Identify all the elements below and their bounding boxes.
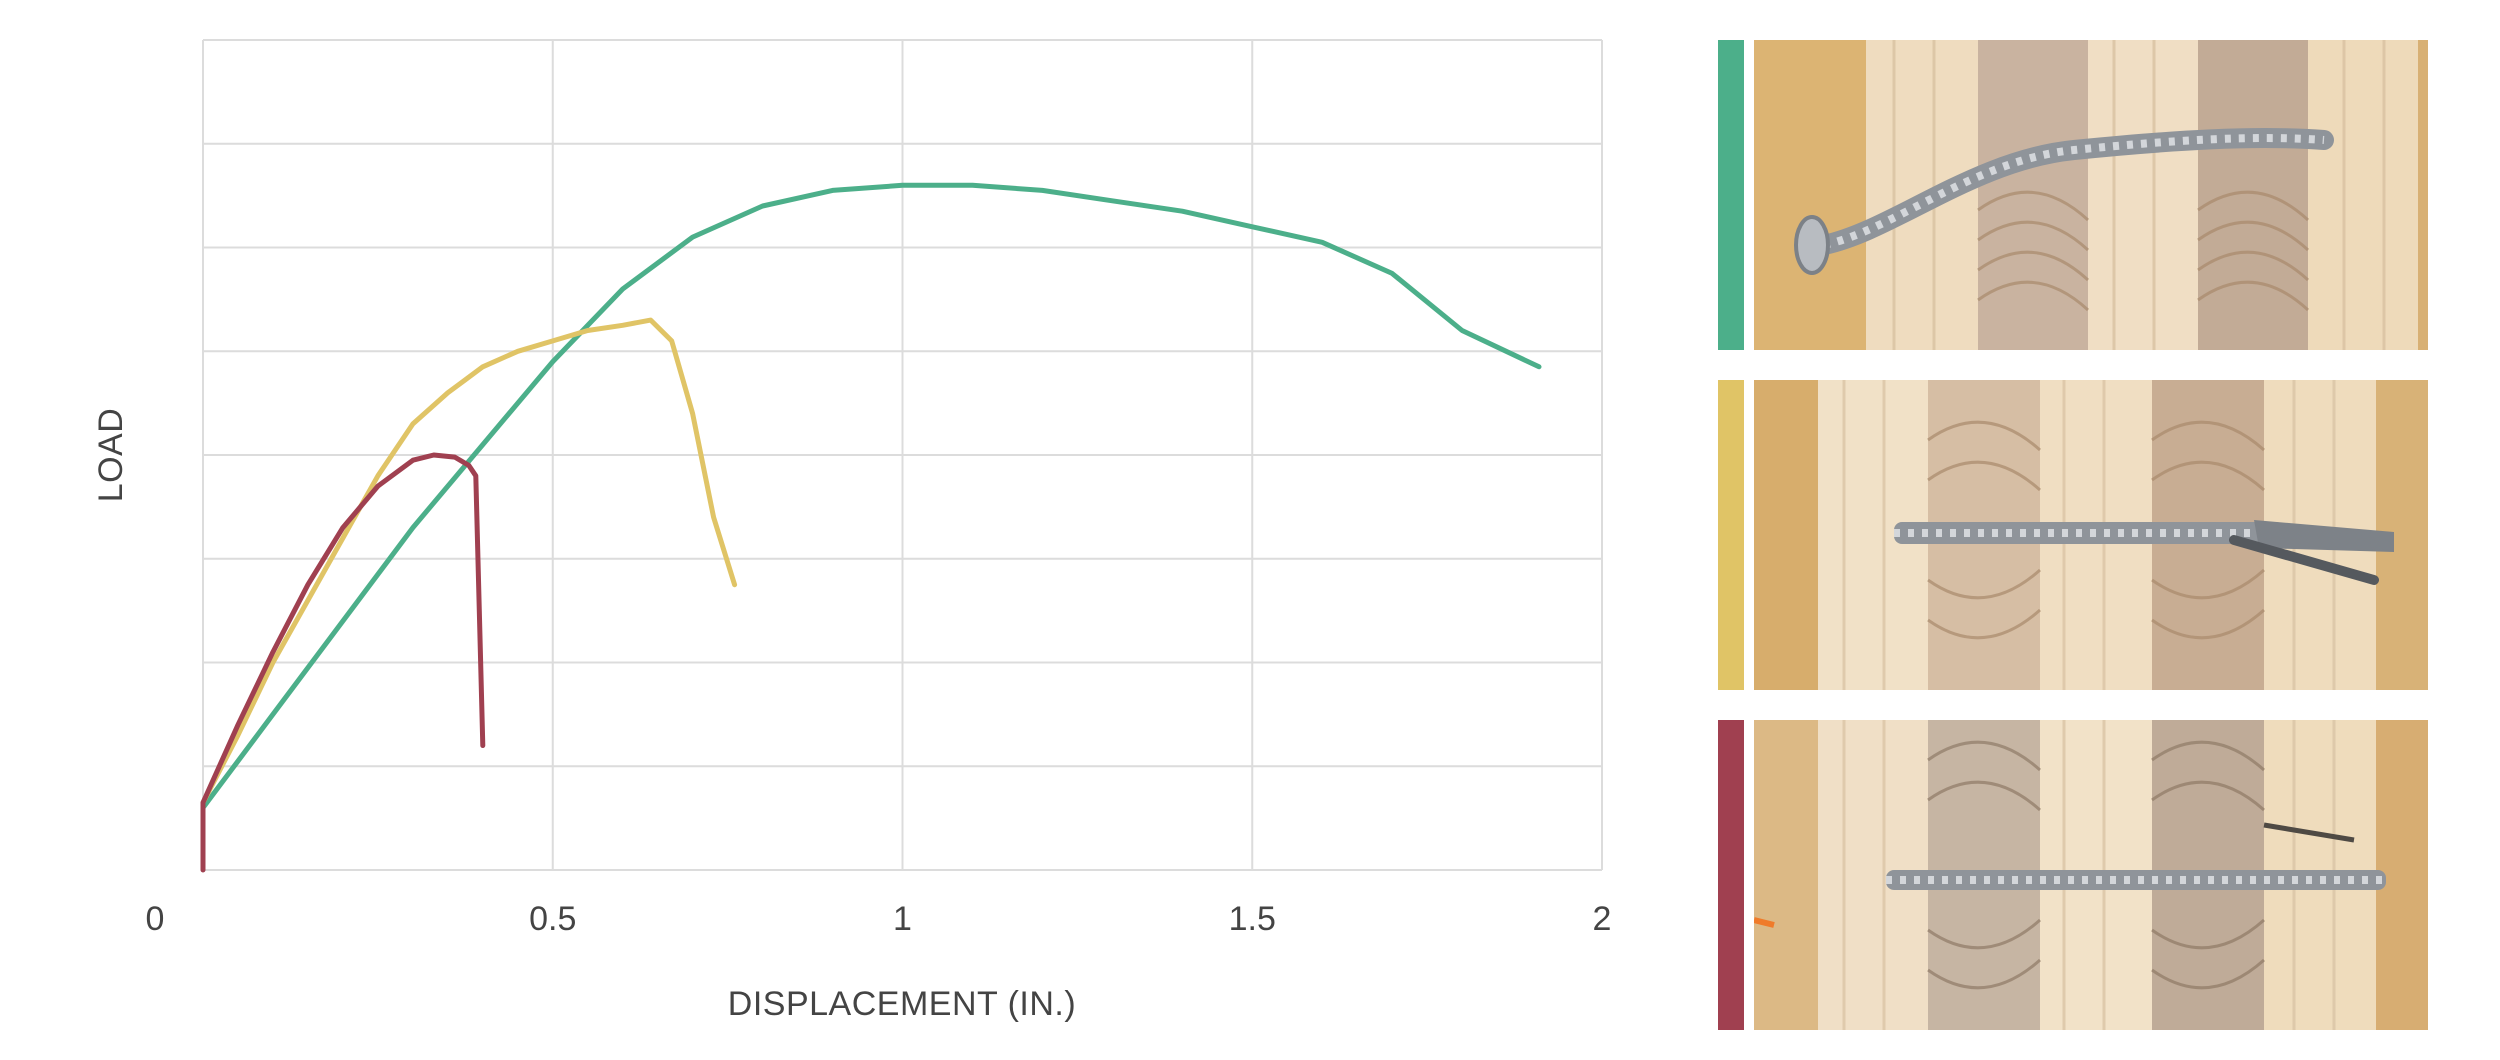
- bent-screw-photo: [1754, 40, 2428, 350]
- x-tick-label: 0.5: [529, 900, 576, 938]
- series-line-2: [200, 317, 738, 806]
- photo-panel-2: [1718, 380, 2428, 690]
- legend-swatch-3: [1718, 720, 1744, 1030]
- series-line-1: [200, 182, 1542, 811]
- x-tick-labels: 0 0.5 1 1.5 2: [146, 900, 1612, 938]
- x-axis-title: DISPLACEMENT (IN.): [728, 985, 1076, 1023]
- x-tick-label: 0: [146, 900, 165, 938]
- y-axis-title: LOAD: [92, 408, 130, 503]
- straight-screw-photo: [1754, 720, 2428, 1030]
- photo-panel-1: [1718, 40, 2428, 350]
- chart-grid: [202, 39, 1603, 871]
- x-tick-label: 1.5: [1229, 900, 1276, 938]
- photo-panel-3: [1718, 720, 2428, 1030]
- legend-swatch-2: [1718, 380, 1744, 690]
- x-tick-label: 2: [1593, 900, 1612, 938]
- x-tick-label: 1: [893, 900, 912, 938]
- fractured-screw-photo: [1754, 380, 2428, 690]
- legend-swatch-1: [1718, 40, 1744, 350]
- series-line-3: [200, 452, 486, 873]
- chart-series: [200, 182, 1542, 873]
- load-displacement-chart: 0 0.5 1 1.5 2 DISPLACEMENT (IN.) LOAD: [92, 39, 1612, 1023]
